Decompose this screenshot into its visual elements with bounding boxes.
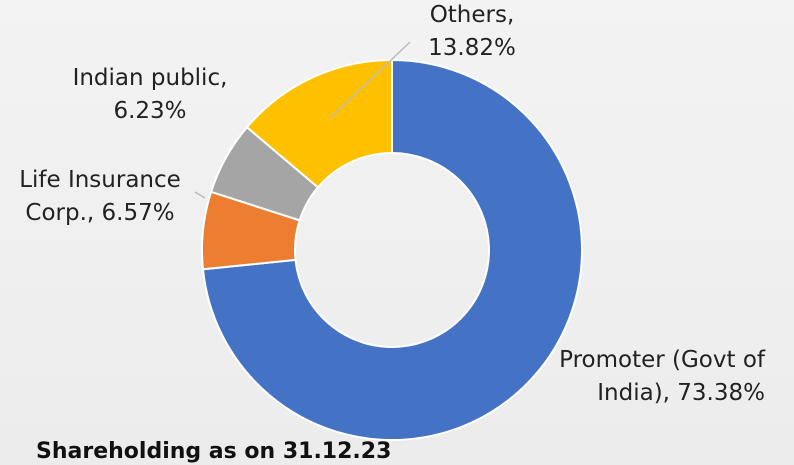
data-label-line: Indian public, bbox=[73, 65, 228, 91]
data-label-line: Corp., 6.57% bbox=[25, 200, 174, 226]
data-label-line: India), 73.38% bbox=[597, 380, 765, 406]
data-label-line: Others, bbox=[430, 2, 515, 28]
data-label-line: 6.23% bbox=[113, 98, 186, 124]
data-label-line: Promoter (Govt of bbox=[559, 347, 766, 373]
data-label: Promoter (Govt of India), 73.38% bbox=[559, 347, 766, 406]
leader-line bbox=[329, 41, 411, 119]
slice bbox=[201, 58, 583, 441]
data-label-line: 13.82% bbox=[428, 35, 516, 61]
leader-line bbox=[194, 191, 206, 199]
data-label-line: Life Insurance bbox=[19, 167, 181, 193]
slices bbox=[201, 58, 583, 441]
data-label: Indian public, 6.23% bbox=[73, 65, 228, 124]
data-label: Others, 13.82% bbox=[428, 2, 516, 61]
data-label: Life Insurance Corp., 6.57% bbox=[19, 167, 181, 226]
chart-title: Shareholding as on 31.12.23 bbox=[36, 439, 391, 464]
